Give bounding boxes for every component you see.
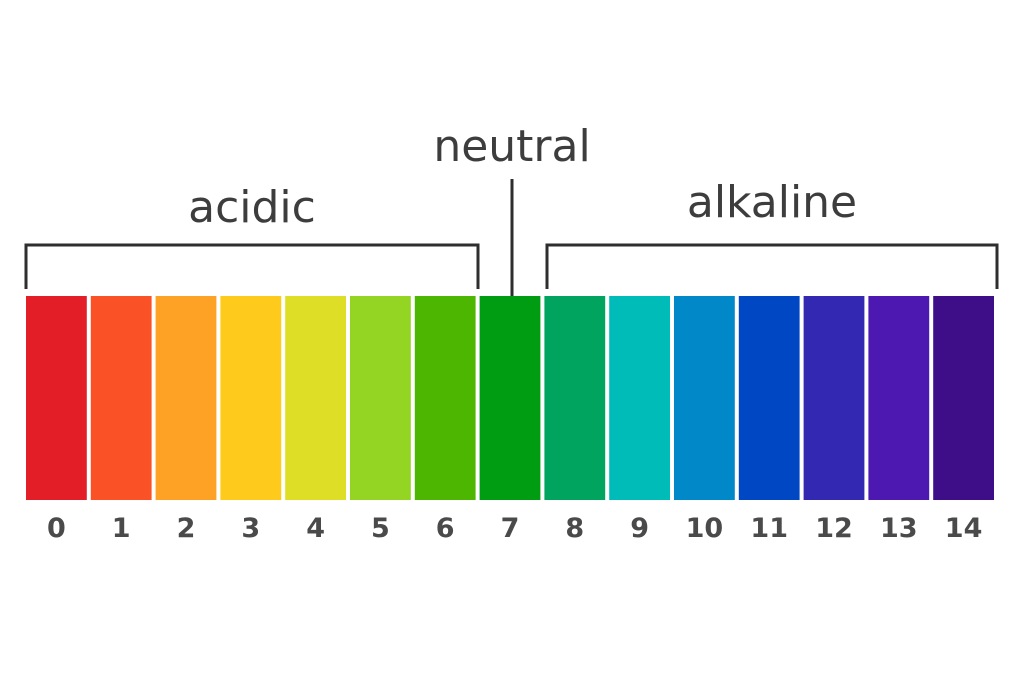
ph-cell-1 [90,296,152,500]
ph-cell-12 [803,296,865,500]
ph-tick-label-9: 9 [630,513,649,544]
alkaline-bracket [545,243,999,289]
ph-cell-14 [933,296,994,500]
ph-tick-label-4: 4 [306,513,325,544]
ph-color-cells [26,296,994,500]
neutral-label: neutral [433,121,590,172]
ph-cell-11 [738,296,800,500]
ph-cell-5 [350,296,411,500]
ph-cell-0 [26,296,87,500]
ph-cell-2 [155,296,217,500]
ph-cell-3 [220,296,282,500]
ph-tick-label-11: 11 [750,513,788,544]
ph-cell-4 [285,296,346,500]
ph-tick-label-14: 14 [945,513,983,544]
alkaline-label: alkaline [687,177,857,228]
ph-cell-13 [868,296,930,500]
ph-tick-label-8: 8 [565,513,584,544]
ph-tick-label-6: 6 [436,513,455,544]
ph-cell-6 [414,296,476,500]
ph-tick-label-1: 1 [112,513,131,544]
ph-tick-labels: 0 1 2 3 4 5 6 7 8 9 10 11 12 13 14 [47,513,982,544]
ph-cell-10 [674,296,735,500]
ph-tick-label-0: 0 [47,513,66,544]
ph-tick-label-7: 7 [501,513,520,544]
ph-cell-7 [479,296,541,500]
ph-tick-label-5: 5 [371,513,390,544]
acidic-label: acidic [188,182,316,233]
ph-cell-8 [544,296,606,500]
acidic-bracket [24,243,480,289]
ph-tick-label-2: 2 [177,513,196,544]
ph-tick-label-10: 10 [686,513,724,544]
ph-tick-label-13: 13 [880,513,918,544]
ph-tick-label-12: 12 [815,513,853,544]
ph-cell-9 [609,296,670,500]
ph-tick-label-3: 3 [241,513,260,544]
